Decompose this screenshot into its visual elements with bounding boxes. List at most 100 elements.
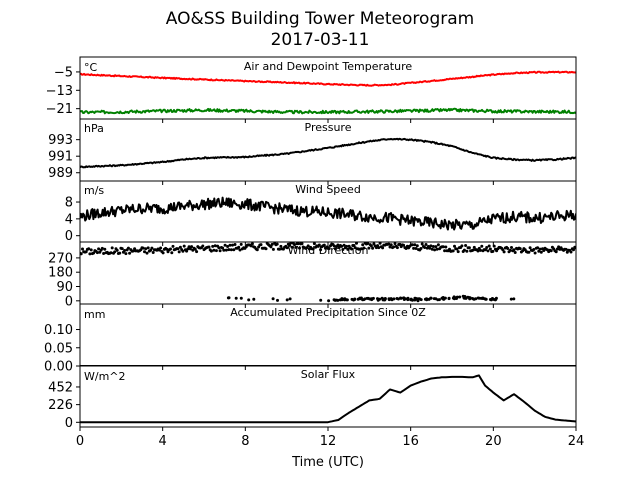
- wind-direction-point: [361, 243, 365, 247]
- x-tick-label: 4: [159, 434, 167, 449]
- wind-direction-point: [353, 297, 357, 301]
- wind-direction-point: [437, 298, 441, 302]
- wind-direction-point: [270, 242, 274, 246]
- wind-direction-point: [306, 244, 310, 248]
- wind-direction-point: [89, 248, 93, 252]
- wind-direction-point: [193, 247, 197, 251]
- wind-direction-point: [290, 245, 294, 249]
- panel-solar-flux-ytick-label: 0: [65, 416, 73, 431]
- wind-direction-point: [126, 246, 130, 250]
- wind-direction-point: [443, 296, 447, 300]
- wind-direction-point: [222, 248, 226, 252]
- wind-direction-point: [165, 247, 169, 251]
- wind-direction-point: [300, 242, 304, 246]
- wind-direction-point: [428, 246, 432, 250]
- wind-direction-point: [506, 247, 510, 250]
- wind-direction-point: [564, 247, 568, 251]
- wind-direction-point: [513, 251, 517, 254]
- wind-direction-point: [259, 243, 263, 247]
- wind-direction-point: [424, 243, 428, 246]
- panel-solar-flux-unit: W/m^2: [84, 370, 126, 383]
- wind-direction-point: [207, 245, 211, 249]
- panel-pressure-ytick-label: 991: [48, 150, 73, 165]
- panel-precipitation: mm Accumulated Precipitation Since 0Z: [84, 306, 426, 321]
- wind-direction-point: [361, 298, 365, 302]
- wind-direction-point: [293, 243, 296, 247]
- panel-solar-flux-plot: 0 226 452: [48, 365, 577, 431]
- panel-solar-flux-ytick-label: 452: [48, 380, 73, 395]
- wind-direction-point: [237, 245, 241, 249]
- wind-direction-point: [336, 243, 340, 247]
- wind-direction-point: [539, 250, 543, 254]
- wind-direction-point: [264, 247, 268, 251]
- wind-direction-point: [419, 247, 423, 250]
- wind-direction-point: [533, 251, 537, 255]
- wind-direction-point: [80, 252, 83, 256]
- wind-direction-point: [362, 246, 366, 250]
- wind-direction-point: [472, 297, 476, 301]
- wind-direction-point: [276, 298, 279, 302]
- wind-direction-point: [486, 249, 490, 253]
- wind-direction-point: [144, 247, 148, 251]
- wind-direction-point: [399, 296, 403, 300]
- wind-direction-point: [171, 244, 175, 248]
- wind-direction-point: [512, 248, 516, 252]
- x-tick-label: 20: [485, 434, 502, 449]
- x-tick-label: 0: [76, 434, 84, 449]
- wind-direction-point: [467, 246, 471, 250]
- wind-direction-point: [223, 243, 227, 247]
- wind-direction-point: [252, 297, 256, 301]
- figure-title-line2: 2017-03-11: [271, 30, 370, 50]
- wind-direction-point: [423, 246, 427, 249]
- wind-direction-point: [502, 250, 506, 254]
- wind-direction-point: [518, 247, 522, 251]
- wind-direction-point: [319, 298, 323, 302]
- wind-direction-point: [458, 295, 462, 299]
- wind-direction-point: [84, 250, 88, 254]
- wind-direction-point: [186, 247, 190, 251]
- panel-temperature-title: Air and Dewpoint Temperature: [244, 60, 412, 73]
- wind-direction-point: [81, 247, 84, 251]
- wind-direction-point: [527, 250, 531, 254]
- panel-wind-direction-ytick-label: 90: [56, 280, 73, 295]
- wind-direction-point: [451, 249, 455, 253]
- panel-precipitation-ytick-label: 0.00: [44, 360, 73, 375]
- wind-direction-point: [412, 246, 416, 250]
- wind-direction-point: [149, 248, 153, 252]
- wind-direction-point: [327, 247, 331, 250]
- wind-direction-point: [494, 296, 498, 300]
- wind-direction-point: [123, 249, 127, 252]
- wind-direction-point: [484, 248, 487, 252]
- wind-direction-point: [491, 249, 495, 253]
- wind-direction-point: [510, 246, 513, 249]
- wind-direction-point: [288, 243, 292, 247]
- wind-direction-point: [380, 296, 384, 300]
- panel-wind-speed-ytick-label: 4: [65, 212, 73, 227]
- wind-direction-point: [488, 247, 492, 251]
- wind-direction-point: [239, 296, 243, 300]
- wind-direction-point: [182, 244, 186, 248]
- wind-direction-point: [250, 242, 254, 246]
- wind-direction-point: [102, 252, 106, 255]
- wind-direction-point: [554, 250, 558, 254]
- panel-wind-direction-ytick-label: 270: [48, 251, 73, 266]
- panel-wind-direction-ytick-label: 0: [65, 294, 73, 309]
- wind-direction-point: [572, 248, 575, 252]
- wind-direction-point: [476, 249, 480, 253]
- wind-direction-point: [100, 246, 104, 250]
- wind-direction-point: [311, 247, 315, 251]
- wind-direction-point: [431, 245, 435, 248]
- wind-direction-point: [238, 248, 242, 252]
- x-tick-label: 16: [402, 434, 419, 449]
- figure-title-line1: AO&SS Building Tower Meteorogram: [166, 9, 474, 29]
- panel-wind-speed-series-0-line: [80, 196, 576, 231]
- wind-direction-point: [120, 247, 124, 251]
- wind-direction-point: [366, 296, 370, 300]
- wind-direction-point: [369, 244, 373, 248]
- wind-direction-point: [218, 249, 222, 253]
- wind-direction-point: [110, 246, 114, 250]
- wind-direction-point: [335, 298, 338, 302]
- wind-direction-point: [109, 251, 113, 255]
- wind-direction-point: [170, 251, 174, 255]
